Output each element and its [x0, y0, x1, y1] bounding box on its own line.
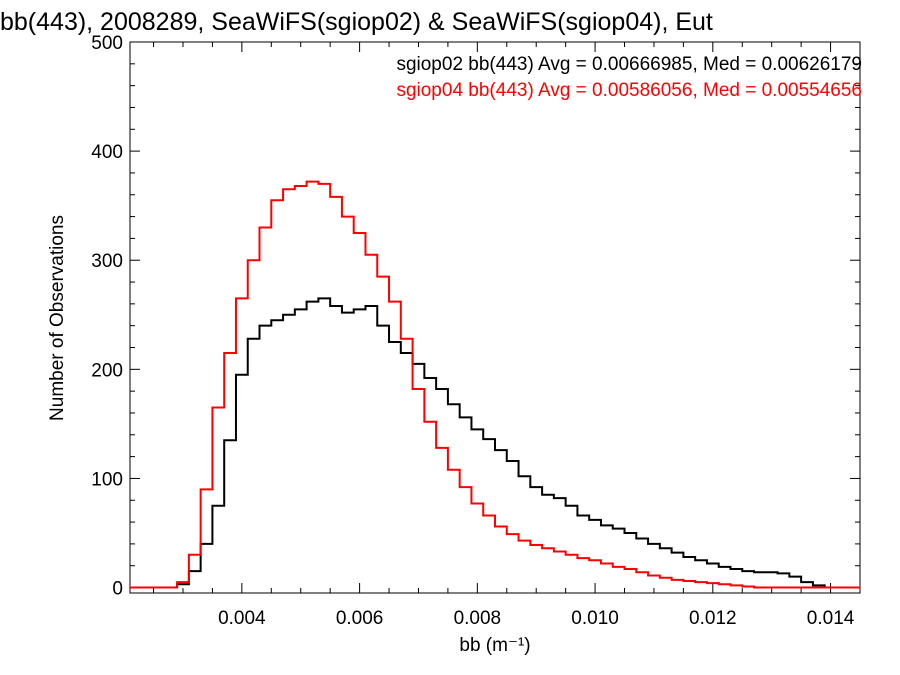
legend-entry-sgiop02: sgiop02 bb(443) Avg = 0.00666985, Med = … [396, 54, 862, 75]
y-tick-label: 300 [91, 251, 123, 272]
y-tick-label: 500 [91, 33, 123, 54]
legend-entry-sgiop04: sgiop04 bb(443) Avg = 0.00586056, Med = … [396, 80, 862, 101]
series-layer [130, 180, 860, 589]
series-sgiop04-line [130, 180, 860, 589]
y-axis-label: Number of Observations [47, 215, 68, 421]
y-tick-label: 200 [91, 360, 123, 381]
x-tick-label: 0.014 [807, 608, 855, 629]
x-tick-label: 0.008 [454, 608, 502, 629]
x-tick-label: 0.006 [336, 608, 384, 629]
y-tick-label: 0 [112, 579, 123, 600]
y-tick-label: 100 [91, 469, 123, 490]
x-tick-label: 0.012 [689, 608, 737, 629]
x-axis-label: bb (m⁻¹) [459, 635, 530, 656]
axes: 0.004 0.006 0.008 0.010 0.012 0.014 0 100 200 300… [91, 33, 861, 629]
plot-frame [129, 41, 861, 594]
chart-title: bb(443), 2008289, SeaWiFS(sgiop02) & Sea… [0, 8, 713, 36]
x-tick-label: 0.010 [571, 608, 619, 629]
y-tick-label: 400 [91, 142, 123, 163]
series-sgiop02-line [130, 297, 860, 589]
x-tick-label: 0.004 [218, 608, 266, 629]
